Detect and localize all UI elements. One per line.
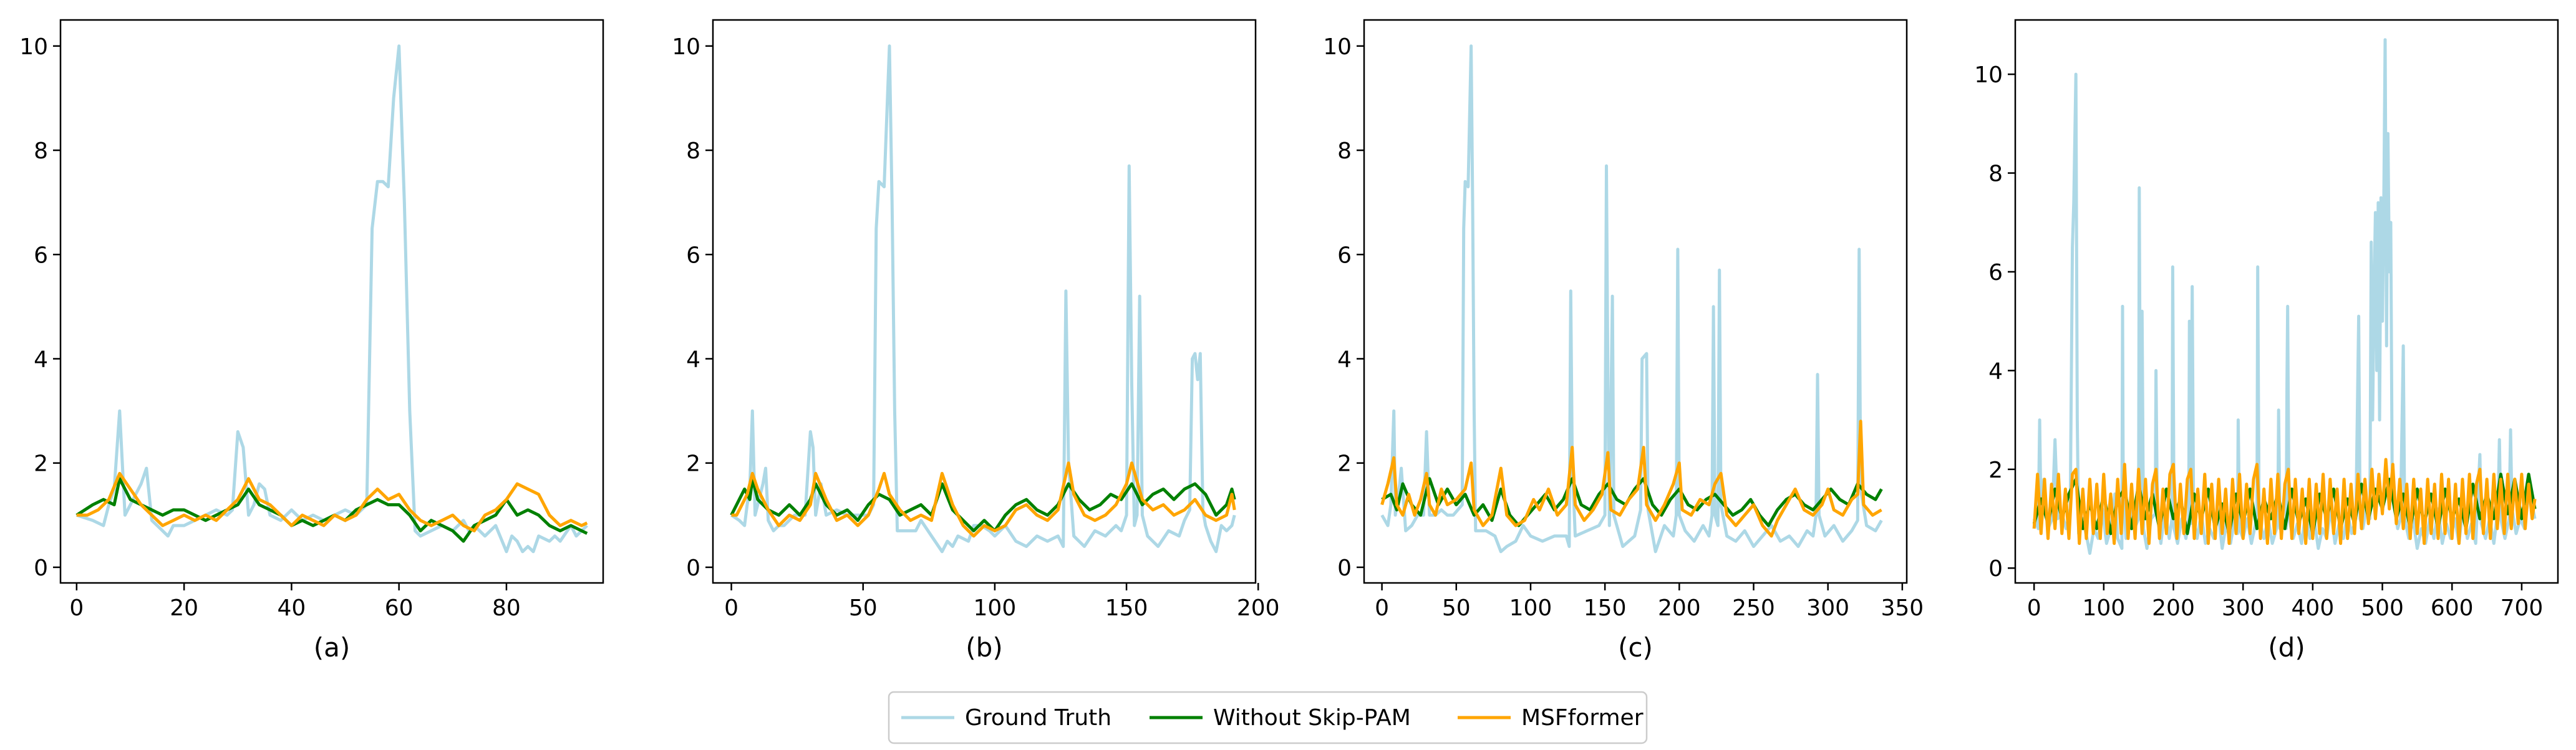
y-tick-label: 10: [1974, 62, 2003, 88]
y-tick-label: 2: [34, 451, 48, 477]
panel-caption: (d): [2268, 632, 2305, 663]
y-tick-label: 2: [1337, 451, 1352, 477]
panel-caption: (a): [314, 632, 351, 663]
x-tick-label: 350: [1881, 595, 1924, 621]
plot-frame: [712, 19, 1257, 584]
y-tick-label: 0: [686, 555, 700, 581]
plot-frame: [59, 19, 604, 584]
series-line-msfformer: [1380, 420, 1882, 538]
series-line-msfformer: [731, 461, 1236, 538]
y-tick-label: 6: [686, 243, 700, 268]
series-line-ground-truth: [1380, 44, 1883, 554]
x-tick-label: 400: [2292, 595, 2335, 621]
chart-panel-2: 0 50 100 150 200 0 2 4 6 8 10 (b): [672, 19, 1280, 663]
x-tick-label: 200: [1658, 595, 1701, 621]
legend-label-without-skip-pam: Without Skip-PAM: [1213, 705, 1411, 731]
series-line-ground-truth: [730, 44, 1236, 554]
y-tick-label: 4: [34, 347, 48, 372]
x-tick-label: 0: [69, 595, 84, 621]
y-tick-label: 2: [1988, 458, 2003, 483]
y-tick-label: 6: [1988, 260, 2003, 286]
x-tick-label: 100: [974, 595, 1017, 621]
y-tick-label: 8: [1337, 138, 1352, 164]
legend-label-ground-truth: Ground Truth: [965, 705, 1111, 731]
y-tick-label: 10: [1323, 34, 1352, 60]
y-tick-label: 0: [34, 555, 48, 581]
series-line-without-skip-pam: [75, 477, 588, 543]
x-tick-label: 700: [2501, 595, 2544, 621]
x-tick-label: 50: [1442, 595, 1471, 621]
panel-caption: (c): [1618, 632, 1653, 663]
x-tick-label: 80: [492, 595, 521, 621]
y-tick-label: 4: [686, 347, 700, 372]
chart-panel-1: 0 20 40 60 80 0 2 4 6 8 10 (a): [19, 19, 604, 663]
y-tick-label: 6: [1337, 243, 1352, 268]
y-tick-label: 4: [1337, 347, 1352, 372]
x-tick-label: 50: [849, 595, 878, 621]
x-tick-label: 500: [2361, 595, 2404, 621]
y-tick-label: 0: [1988, 556, 2003, 582]
x-tick-label: 300: [1806, 595, 1849, 621]
y-tick-label: 10: [19, 34, 48, 60]
y-tick-label: 4: [1988, 358, 2003, 384]
series-line-without-skip-pam: [1381, 477, 1883, 527]
plot-frame: [2014, 19, 2559, 584]
x-tick-label: 60: [385, 595, 414, 621]
panel-caption: (b): [966, 632, 1002, 663]
x-tick-label: 20: [170, 595, 198, 621]
x-tick-label: 0: [724, 595, 738, 621]
y-tick-label: 6: [34, 243, 48, 268]
x-tick-label: 600: [2431, 595, 2474, 621]
x-tick-label: 100: [2082, 595, 2125, 621]
x-tick-label: 150: [1105, 595, 1148, 621]
x-tick-label: 250: [1732, 595, 1775, 621]
plot-frame: [1363, 19, 1908, 584]
series-line-without-skip-pam: [730, 477, 1236, 532]
y-tick-label: 8: [34, 138, 48, 164]
chart-panel-3: 0 50 100 150 200 250 300 350 0 2 4 6 8 10 (c): [1323, 19, 1924, 663]
legend-box: [888, 691, 1648, 744]
series-line-ground-truth: [2032, 38, 2537, 555]
series-line-msfformer: [2032, 458, 2537, 546]
legend: Ground Truth Without Skip-PAM MSFformer: [888, 691, 1648, 744]
x-tick-label: 40: [277, 595, 306, 621]
series-line-msfformer: [76, 471, 588, 532]
y-tick-label: 0: [1337, 555, 1352, 581]
series-line-ground-truth: [76, 44, 588, 554]
x-tick-label: 0: [2027, 595, 2041, 621]
y-tick-label: 8: [1988, 161, 2003, 187]
x-tick-label: 0: [1375, 595, 1389, 621]
x-tick-label: 150: [1584, 595, 1627, 621]
x-tick-label: 100: [1509, 595, 1552, 621]
y-tick-label: 2: [686, 451, 700, 477]
legend-label-msfformer: MSFformer: [1521, 705, 1644, 731]
x-tick-label: 200: [1237, 595, 1280, 621]
y-tick-label: 10: [672, 34, 700, 60]
x-tick-label: 300: [2222, 595, 2265, 621]
x-tick-label: 200: [2152, 595, 2195, 621]
chart-panel-4: 0 100 200 300 400 500 600 700 0 2 4 6 8 10 (d): [1974, 19, 2559, 663]
y-tick-label: 8: [686, 138, 700, 164]
